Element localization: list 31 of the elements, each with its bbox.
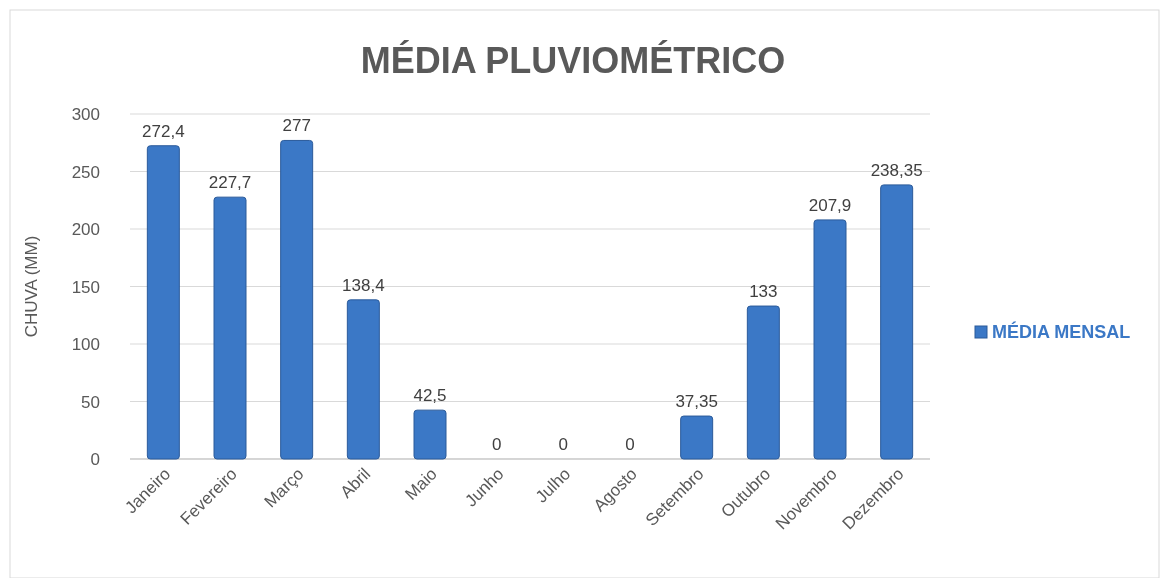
data-label: 133 bbox=[749, 282, 778, 302]
y-tick-label: 150 bbox=[71, 277, 100, 297]
bar bbox=[746, 305, 780, 460]
y-tick-label: 300 bbox=[71, 105, 100, 124]
data-label: 0 bbox=[491, 435, 502, 454]
bar bbox=[280, 139, 314, 460]
bar bbox=[813, 219, 847, 460]
chart-title: MÉDIA PLUVIOMÉTRICO bbox=[360, 40, 786, 81]
y-tick-label: 100 bbox=[71, 335, 100, 354]
y-axis-title: CHUVA (MM) bbox=[22, 235, 41, 338]
data-label: 272,4 bbox=[142, 121, 185, 141]
data-label: 207,9 bbox=[808, 195, 852, 215]
data-label: 277 bbox=[282, 116, 311, 136]
legend-label: MÉDIA MENSAL bbox=[992, 321, 1131, 342]
data-label: 0 bbox=[558, 435, 569, 454]
y-tick-label: 50 bbox=[81, 392, 100, 412]
y-tick-label: 250 bbox=[71, 162, 100, 182]
bar bbox=[346, 299, 380, 460]
data-label: 0 bbox=[625, 435, 635, 454]
bar bbox=[680, 415, 714, 460]
bar bbox=[213, 196, 247, 460]
bar bbox=[413, 409, 447, 460]
data-label: 37,35 bbox=[675, 392, 718, 412]
bar bbox=[880, 184, 914, 460]
data-label: 238,35 bbox=[870, 160, 923, 180]
y-tick-label: 0 bbox=[90, 450, 100, 469]
y-tick-label: 200 bbox=[71, 220, 100, 239]
data-label: 42,5 bbox=[413, 386, 447, 406]
data-label: 227,7 bbox=[208, 173, 252, 193]
data-label: 138,4 bbox=[342, 275, 385, 295]
bar bbox=[146, 145, 180, 460]
